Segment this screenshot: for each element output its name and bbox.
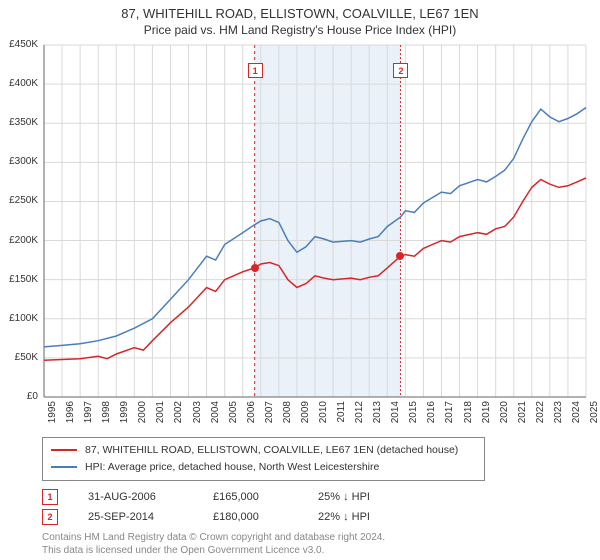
- sale-price: £165,000: [213, 491, 288, 503]
- y-tick-label: £450K: [0, 39, 38, 50]
- x-tick-label: 2016: [426, 401, 437, 423]
- x-tick-label: 2011: [336, 401, 347, 423]
- y-tick-label: £250K: [0, 195, 38, 206]
- x-tick-label: 2010: [318, 401, 329, 423]
- x-tick-label: 2012: [354, 401, 365, 423]
- y-tick-label: £150K: [0, 274, 38, 285]
- x-tick-label: 2025: [589, 401, 600, 423]
- y-tick-label: £100K: [0, 313, 38, 324]
- event-marker-box: 2: [393, 63, 408, 78]
- x-tick-label: 2018: [463, 401, 474, 423]
- x-tick-label: 2002: [173, 401, 184, 423]
- sale-delta: 25% ↓ HPI: [318, 491, 408, 503]
- sale-marker: 2: [42, 509, 58, 525]
- x-tick-label: 1996: [65, 401, 76, 423]
- x-tick-label: 2000: [137, 401, 148, 423]
- x-tick-label: 1997: [83, 401, 94, 423]
- x-tick-label: 2022: [535, 401, 546, 423]
- event-dot: [251, 264, 259, 272]
- sale-date: 31-AUG-2006: [88, 491, 183, 503]
- x-tick-label: 2017: [444, 401, 455, 423]
- x-tick-label: 1998: [101, 401, 112, 423]
- y-tick-label: £50K: [0, 352, 38, 363]
- y-tick-label: £200K: [0, 235, 38, 246]
- footer: Contains HM Land Registry data © Crown c…: [42, 531, 600, 557]
- legend-label: HPI: Average price, detached house, Nort…: [85, 459, 379, 476]
- footer-line-2: This data is licensed under the Open Gov…: [42, 544, 600, 557]
- x-tick-label: 2020: [499, 401, 510, 423]
- x-tick-label: 2023: [553, 401, 564, 423]
- x-tick-label: 2013: [372, 401, 383, 423]
- x-tick-label: 2006: [246, 401, 257, 423]
- y-tick-label: £300K: [0, 156, 38, 167]
- sale-marker: 1: [42, 489, 58, 505]
- footer-line-1: Contains HM Land Registry data © Crown c…: [42, 531, 600, 544]
- y-tick-label: £400K: [0, 78, 38, 89]
- x-tick-label: 2008: [282, 401, 293, 423]
- chart-svg: [42, 41, 588, 401]
- legend-row: HPI: Average price, detached house, Nort…: [51, 459, 476, 476]
- legend-row: 87, WHITEHILL ROAD, ELLISTOWN, COALVILLE…: [51, 442, 476, 459]
- x-tick-label: 2015: [408, 401, 419, 423]
- x-tick-label: 2014: [390, 401, 401, 423]
- sale-row: 1 31-AUG-2006 £165,000 25% ↓ HPI: [42, 487, 600, 507]
- x-tick-label: 1999: [119, 401, 130, 423]
- x-tick-label: 1995: [47, 401, 58, 423]
- sales-table: 1 31-AUG-2006 £165,000 25% ↓ HPI 2 25-SEP-201…: [42, 487, 600, 527]
- sale-price: £180,000: [213, 511, 288, 523]
- x-tick-label: 2024: [571, 401, 582, 423]
- event-dot: [396, 252, 404, 260]
- event-marker-box: 1: [248, 63, 263, 78]
- x-tick-label: 2001: [155, 401, 166, 423]
- x-tick-label: 2003: [192, 401, 203, 423]
- legend: 87, WHITEHILL ROAD, ELLISTOWN, COALVILLE…: [42, 437, 485, 481]
- x-tick-label: 2005: [228, 401, 239, 423]
- x-tick-label: 2021: [517, 401, 528, 423]
- x-tick-label: 2004: [210, 401, 221, 423]
- page-subtitle: Price paid vs. HM Land Registry's House …: [0, 21, 600, 41]
- x-tick-label: 2009: [300, 401, 311, 423]
- sale-delta: 22% ↓ HPI: [318, 511, 408, 523]
- page-title: 87, WHITEHILL ROAD, ELLISTOWN, COALVILLE…: [0, 0, 600, 21]
- x-tick-label: 2019: [481, 401, 492, 423]
- y-tick-label: £350K: [0, 117, 38, 128]
- legend-label: 87, WHITEHILL ROAD, ELLISTOWN, COALVILLE…: [85, 442, 458, 459]
- y-tick-label: £0: [0, 391, 38, 402]
- sale-row: 2 25-SEP-2014 £180,000 22% ↓ HPI: [42, 507, 600, 527]
- sale-date: 25-SEP-2014: [88, 511, 183, 523]
- legend-swatch: [51, 449, 77, 451]
- legend-swatch: [51, 466, 77, 468]
- x-tick-label: 2007: [264, 401, 275, 423]
- price-chart: £0£50K£100K£150K£200K£250K£300K£350K£400…: [42, 41, 588, 431]
